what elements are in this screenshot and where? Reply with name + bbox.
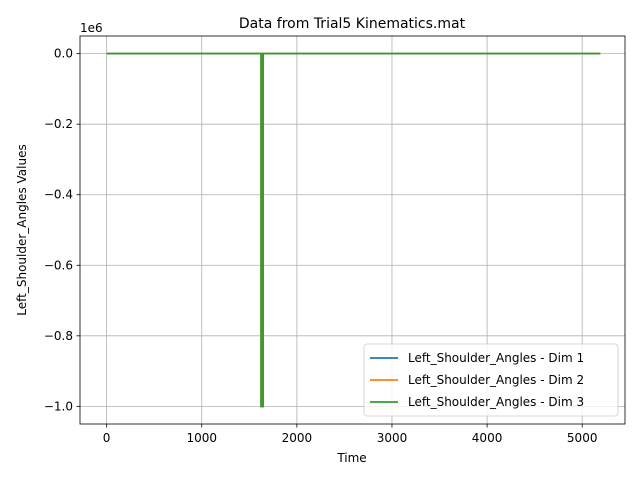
y-tick-label: −0.4 xyxy=(44,188,73,202)
legend-box xyxy=(363,343,619,417)
series-group xyxy=(106,52,601,408)
x-tick-label: 0 xyxy=(103,431,111,445)
y-tick-label: 0.0 xyxy=(54,47,73,61)
ticks: 0 1000 2000 3000 4000 5000 0.0 −0.2 −0.4 −0.6 −0.8… xyxy=(44,47,598,445)
legend-entry-dim-1: Left_Shoulder_Angles - Dim 1 xyxy=(408,351,584,365)
y-tick-label: −0.8 xyxy=(44,329,73,343)
y-axis-label: Left_Shoulder_Angles Values xyxy=(15,144,29,315)
grid xyxy=(80,36,625,424)
x-tick-label: 1000 xyxy=(186,431,217,445)
y-tick-label: −0.2 xyxy=(44,117,73,131)
y-tick-label: −0.6 xyxy=(44,258,73,272)
x-tick-label: 3000 xyxy=(377,431,408,445)
x-tick-label: 5000 xyxy=(567,431,598,445)
x-tick-label: 2000 xyxy=(282,431,313,445)
legend-entry-dim-2: Left_Shoulder_Angles - Dim 2 xyxy=(408,373,584,387)
series-line-dim-3 xyxy=(106,52,601,408)
plot-frame xyxy=(79,35,626,425)
chart-title: Data from Trial5 Kinematics.mat xyxy=(239,16,466,32)
x-tick-label: 4000 xyxy=(472,431,503,445)
legend-entry-dim-3: Left_Shoulder_Angles - Dim 3 xyxy=(408,395,584,409)
legend: Left_Shoulder_Angles - Dim 1 Left_Shoulde… xyxy=(363,343,619,417)
x-axis-label: Time xyxy=(336,451,366,465)
y-offset-label: 1e6 xyxy=(80,21,103,35)
y-tick-label: −1.0 xyxy=(44,399,73,413)
